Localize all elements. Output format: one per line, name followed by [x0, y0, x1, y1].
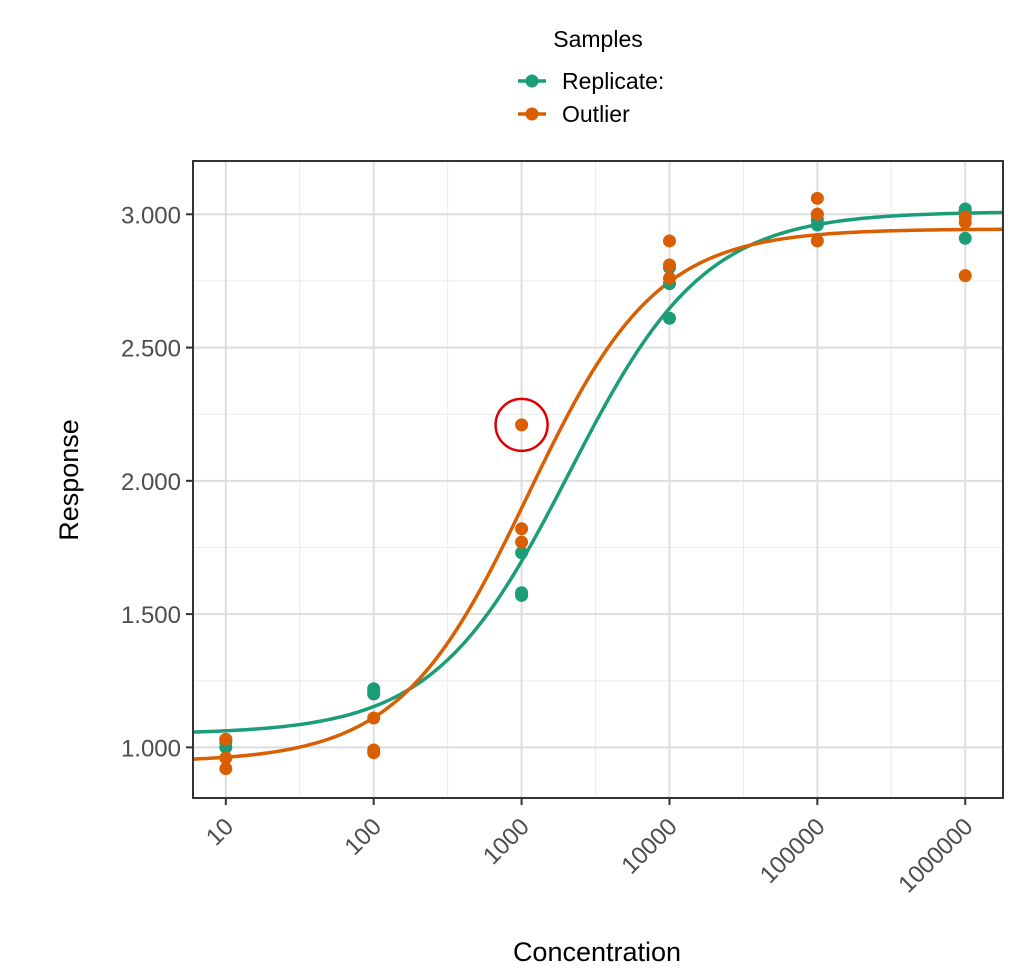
data-point-outlier — [810, 191, 824, 205]
x-tick-label: 100000 — [755, 813, 831, 889]
data-point-outlier — [662, 234, 676, 248]
data-points — [219, 191, 972, 776]
x-tick-label: 10 — [201, 813, 239, 851]
data-point-outlier — [367, 711, 381, 725]
data-point-replicate — [367, 682, 381, 696]
legend-label-outlier: Outlier — [562, 101, 630, 127]
y-axis-title: Response — [54, 419, 84, 541]
plot-panel-border — [192, 160, 1004, 799]
data-point-outlier — [515, 522, 529, 536]
data-point-outlier — [958, 269, 972, 283]
legend-label-replicate: Replicate: — [562, 68, 664, 94]
data-point-outlier — [367, 743, 381, 757]
y-axis: 1.000 1.500 2.000 2.500 3.000 — [121, 202, 193, 762]
data-point-outlier — [662, 258, 676, 272]
x-tick-label: 1000 — [478, 813, 535, 870]
y-tick-label: 1.500 — [121, 602, 181, 629]
y-tick-label: 3.000 — [121, 202, 181, 229]
y-tick-label: 2.500 — [121, 336, 181, 363]
data-point-outlier — [219, 751, 233, 765]
data-point-outlier — [219, 732, 233, 746]
outlier-highlight-circle — [494, 397, 549, 453]
legend-title: Samples — [553, 26, 642, 52]
data-point-replicate — [515, 546, 529, 560]
data-point-outlier — [219, 762, 233, 776]
x-tick-label: 100 — [340, 813, 387, 860]
data-point-replicate — [662, 311, 676, 325]
legend-key-point-replicate — [525, 74, 539, 88]
legend-key-point-outlier — [525, 107, 539, 121]
fit-curve-outlier — [192, 227, 1004, 761]
data-point-replicate — [958, 231, 972, 245]
data-point-replicate — [515, 586, 529, 600]
data-point-outlier — [515, 535, 529, 549]
data-point-outlier — [958, 210, 972, 224]
data-point-outlier — [810, 207, 824, 221]
annotations — [494, 397, 549, 453]
x-tick-label: 1000000 — [893, 813, 978, 898]
legend-item-replicate: Replicate: — [518, 68, 664, 94]
data-point-outlier — [810, 234, 824, 248]
y-tick-label: 2.000 — [121, 469, 181, 496]
x-tick-label: 10000 — [616, 813, 682, 879]
fitted-curves — [192, 210, 1004, 761]
data-point-outlier — [515, 418, 529, 432]
data-point-outlier — [662, 271, 676, 285]
x-axis-title: Concentration — [513, 937, 681, 967]
fit-curve-replicate — [192, 210, 1004, 734]
legend: Samples Replicate: Outlier — [518, 26, 664, 127]
y-tick-label: 1.000 — [121, 735, 181, 762]
x-axis: 10 100 1000 10000 100000 1000000 — [201, 798, 978, 898]
gridlines — [193, 161, 1003, 798]
legend-item-outlier: Outlier — [518, 101, 630, 127]
